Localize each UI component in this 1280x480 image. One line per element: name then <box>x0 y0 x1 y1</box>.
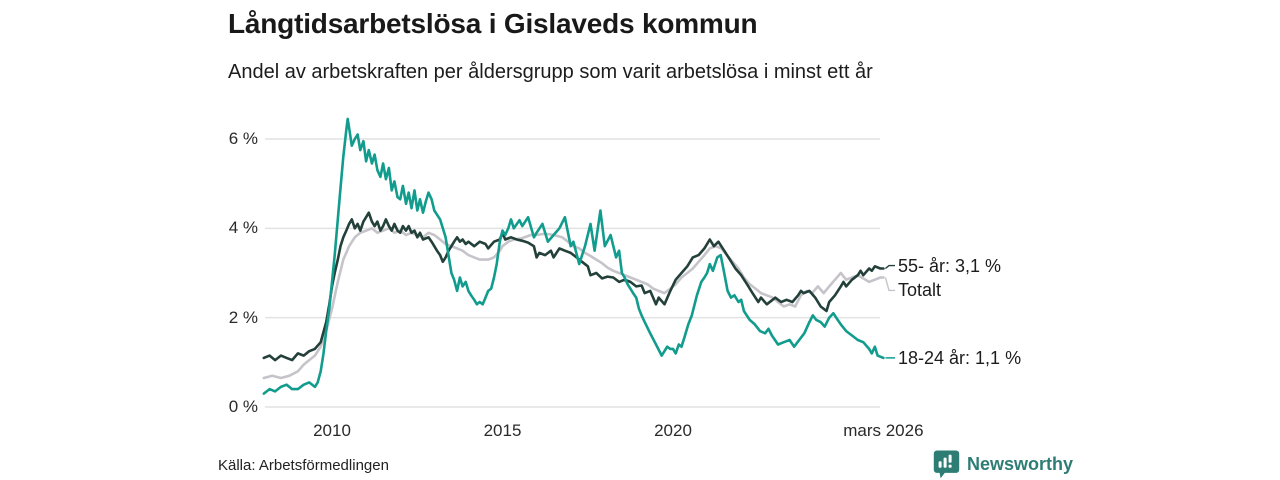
series-label-18-24-ar: 18-24 år: 1,1 % <box>898 347 1022 368</box>
series-line-Totalt <box>262 227 885 380</box>
x-tick-label-mars-2026: mars 2026 <box>843 421 924 440</box>
page-title: Långtidsarbetslösa i Gislaveds kommun <box>228 8 758 39</box>
source-note: Källa: Arbetsförmedlingen <box>218 457 389 474</box>
series-label-totalt: Totalt <box>898 280 942 301</box>
y-tick-label-6: 6 % <box>228 128 258 148</box>
x-tick-label-2010: 2010 <box>313 421 351 440</box>
y-tick-label-4: 4 % <box>228 218 258 238</box>
label-leader-tick-55- år <box>884 264 895 270</box>
y-tick-label-0: 0 % <box>228 397 258 416</box>
brand-logo: Newsworthy <box>933 450 1073 479</box>
series-label-55-ar: 55- år: 3,1 % <box>898 255 1002 276</box>
x-tick-label-2020: 2020 <box>654 421 692 440</box>
y-tick-label-2: 2 % <box>228 307 258 327</box>
series-line-55- år <box>262 211 885 362</box>
x-tick-label-2015: 2015 <box>483 421 522 440</box>
chart-subtitle: Andel av arbetskraften per åldersgrupp s… <box>228 61 873 83</box>
brand-name: Newsworthy <box>967 454 1074 474</box>
label-leader-tick-Totalt <box>884 277 895 292</box>
newsworthy-logo-icon <box>933 450 960 479</box>
series-line-18-24 år <box>262 117 885 395</box>
